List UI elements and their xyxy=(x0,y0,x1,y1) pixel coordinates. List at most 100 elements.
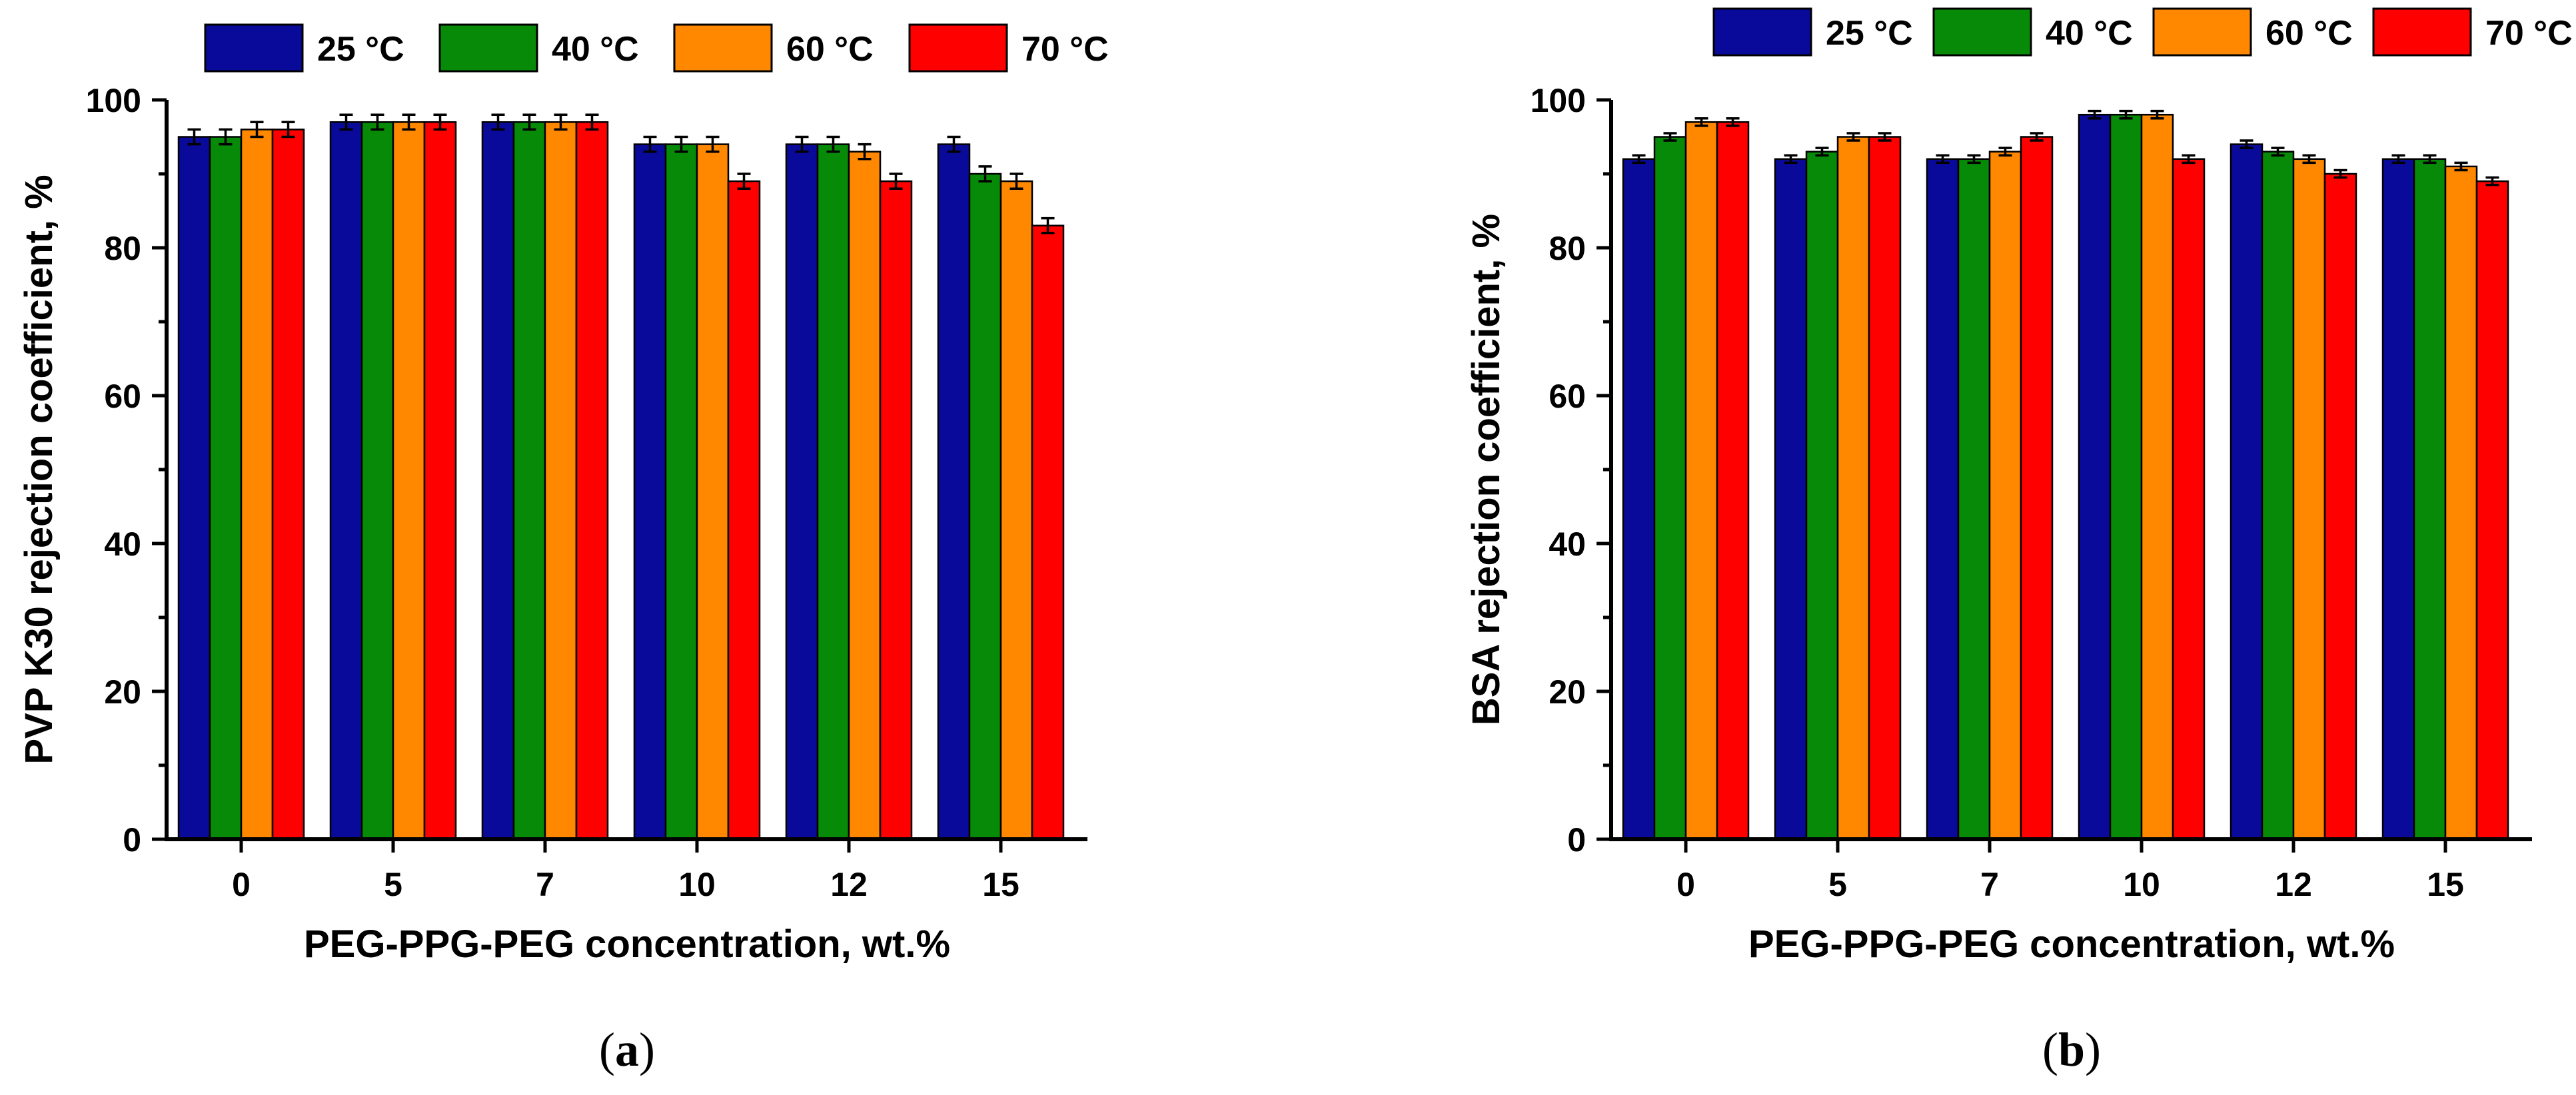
error-bar-a-15-2 xyxy=(1009,173,1023,190)
bar-b-5-1 xyxy=(1805,151,1839,841)
y-tick-label-40: 40 xyxy=(104,526,141,563)
x-tick-label-7: 7 xyxy=(1980,866,1999,903)
y-tick-label-80: 80 xyxy=(104,230,141,267)
error-bar-b-12-3 xyxy=(2333,169,2347,179)
bar-a-10-0 xyxy=(633,143,667,841)
bar-a-10-3 xyxy=(727,180,761,841)
error-bar-a-7-2 xyxy=(554,113,568,131)
error-bar-b-7-2 xyxy=(1998,147,2012,157)
legend-item-1: 40 °C xyxy=(1932,7,2133,57)
legend-label: 60 °C xyxy=(786,30,874,69)
error-bar-a-10-3 xyxy=(737,173,751,190)
bar-a-0-2 xyxy=(240,129,274,841)
error-bar-a-10-2 xyxy=(706,135,720,153)
bar-b-10-3 xyxy=(2172,158,2206,841)
bar-b-12-3 xyxy=(2323,173,2357,841)
error-bar-b-5-0 xyxy=(1784,154,1798,165)
y-tick-label-0: 0 xyxy=(123,821,141,859)
error-bar-a-0-3 xyxy=(281,121,295,139)
legend-item-3: 70 °C xyxy=(2372,7,2573,57)
x-tick-label-15: 15 xyxy=(982,866,1019,903)
panel-label-close-paren: ) xyxy=(2085,1023,2101,1076)
error-bar-a-5-0 xyxy=(339,113,353,131)
panel-label-close-paren: ) xyxy=(639,1023,655,1076)
legend-swatch xyxy=(1932,7,2032,57)
bar-a-15-1 xyxy=(968,173,1002,841)
bar-b-5-2 xyxy=(1836,136,1870,841)
x-tick-label-15: 15 xyxy=(2427,866,2464,903)
bar-a-0-1 xyxy=(209,136,243,841)
legend-swatch xyxy=(2372,7,2472,57)
y-tick-label-60: 60 xyxy=(1549,378,1586,415)
error-bar-a-10-0 xyxy=(643,135,657,153)
bar-b-5-0 xyxy=(1774,158,1808,841)
bar-b-7-3 xyxy=(2020,136,2054,841)
x-axis-title: PEG-PPG-PEG concentration, wt.% xyxy=(1748,922,2395,966)
y-tick-label-20: 20 xyxy=(1549,673,1586,711)
bar-a-7-3 xyxy=(575,121,609,841)
bar-a-15-3 xyxy=(1031,224,1065,841)
error-bar-b-12-0 xyxy=(2240,139,2254,149)
error-bar-a-15-0 xyxy=(947,135,961,153)
x-tick-label-10: 10 xyxy=(2123,866,2160,903)
error-bar-b-12-1 xyxy=(2271,147,2285,157)
y-tick-label-100: 100 xyxy=(1531,82,1586,119)
bar-a-7-0 xyxy=(481,121,515,841)
panel-label-open-paren: ( xyxy=(599,1023,615,1076)
y-tick-label-60: 60 xyxy=(104,378,141,415)
bar-b-15-2 xyxy=(2444,165,2478,841)
legend-swatch xyxy=(1712,7,1812,57)
x-tick-label-0: 0 xyxy=(1676,866,1695,903)
error-bar-a-7-0 xyxy=(491,113,505,131)
error-bar-b-10-0 xyxy=(2088,109,2102,120)
bar-b-7-1 xyxy=(1957,158,1991,841)
error-bar-a-7-1 xyxy=(522,113,536,131)
error-bar-b-15-2 xyxy=(2454,161,2468,172)
y-tick-label-40: 40 xyxy=(1549,526,1586,563)
error-bar-b-0-2 xyxy=(1694,117,1708,127)
bar-b-0-0 xyxy=(1622,158,1656,841)
error-bar-a-0-0 xyxy=(187,128,201,146)
bar-b-10-1 xyxy=(2109,113,2143,841)
error-bar-b-5-1 xyxy=(1815,147,1829,157)
legend-swatch xyxy=(673,23,773,73)
y-tick-label-20: 20 xyxy=(104,673,141,711)
bar-a-5-3 xyxy=(423,121,457,841)
bar-b-10-2 xyxy=(2140,113,2174,841)
bar-a-7-2 xyxy=(544,121,578,841)
x-tick-label-0: 0 xyxy=(232,866,251,903)
bar-b-12-2 xyxy=(2292,158,2326,841)
error-bar-b-10-3 xyxy=(2182,154,2196,165)
legend-item-0: 25 °C xyxy=(204,23,404,73)
error-bar-b-10-1 xyxy=(2119,109,2133,120)
legend-swatch xyxy=(2152,7,2252,57)
x-tick-label-7: 7 xyxy=(536,866,554,903)
error-bar-a-0-1 xyxy=(219,128,233,146)
bar-a-15-0 xyxy=(937,143,971,841)
x-tick-label-12: 12 xyxy=(2275,866,2312,903)
error-bar-a-5-1 xyxy=(370,113,384,131)
bar-a-5-1 xyxy=(360,121,394,841)
error-bar-b-15-0 xyxy=(2391,154,2405,165)
error-bar-a-5-3 xyxy=(433,113,447,131)
legend-label: 70 °C xyxy=(1021,30,1109,69)
panel-label-letter: a xyxy=(615,1023,639,1076)
x-tick-label-12: 12 xyxy=(830,866,868,903)
y-tick-label-0: 0 xyxy=(1567,821,1586,859)
error-bar-b-5-2 xyxy=(1846,132,1860,142)
bar-b-15-1 xyxy=(2413,158,2447,841)
legend-swatch xyxy=(438,23,538,73)
error-bar-a-0-2 xyxy=(250,121,264,139)
error-bar-b-7-0 xyxy=(1936,154,1950,165)
bar-b-15-0 xyxy=(2381,158,2415,841)
error-bar-a-12-1 xyxy=(826,135,840,153)
bar-b-7-0 xyxy=(1926,158,1960,841)
legend-item-0: 25 °C xyxy=(1712,7,1913,57)
legend-swatch xyxy=(908,23,1008,73)
bar-a-5-2 xyxy=(392,121,426,841)
x-tick-label-5: 5 xyxy=(384,866,402,903)
y-tick-label-80: 80 xyxy=(1549,230,1586,267)
legend-label: 40 °C xyxy=(2046,14,2133,53)
error-bar-a-12-0 xyxy=(795,135,809,153)
